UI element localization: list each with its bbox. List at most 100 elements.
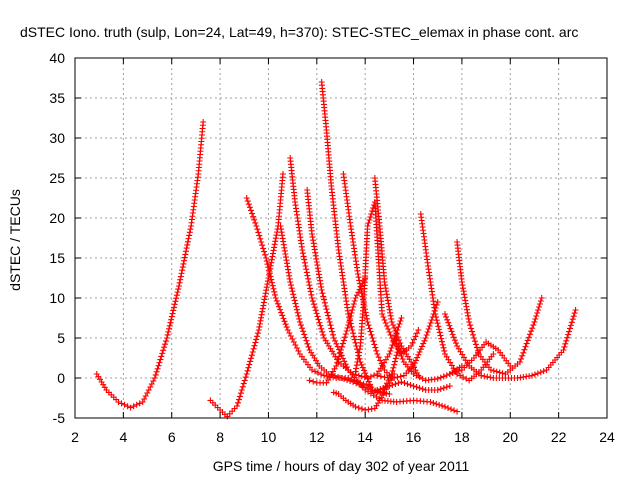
data-point	[355, 352, 362, 359]
data-point	[303, 337, 310, 344]
data-point	[255, 327, 262, 333]
data-point	[368, 384, 375, 391]
data-point	[465, 312, 472, 319]
data-point	[572, 307, 579, 313]
data-point	[337, 350, 344, 357]
data-point	[359, 364, 366, 371]
data-point	[356, 280, 363, 287]
data-point	[184, 241, 191, 248]
data-point	[397, 318, 404, 324]
x-tick-label: 6	[168, 429, 176, 445]
data-point	[387, 332, 394, 338]
data-point	[463, 375, 470, 382]
data-point	[306, 377, 313, 384]
data-point	[461, 294, 468, 301]
data-point	[302, 263, 309, 269]
data-point	[416, 385, 423, 391]
data-point	[448, 328, 455, 335]
data-point	[272, 238, 279, 245]
data-point	[388, 345, 395, 351]
data-point	[363, 312, 370, 319]
data-point	[301, 256, 308, 263]
data-point	[391, 335, 398, 341]
data-point	[329, 328, 336, 335]
series-4	[277, 223, 393, 397]
data-point	[262, 293, 269, 300]
data-point	[245, 201, 252, 208]
data-point	[560, 347, 567, 353]
data-point	[471, 338, 478, 345]
data-point	[246, 204, 253, 211]
data-point	[234, 403, 241, 409]
data-point	[434, 299, 441, 305]
data-point	[427, 320, 434, 326]
data-point	[175, 286, 182, 293]
data-point	[356, 346, 363, 353]
data-point	[383, 323, 390, 329]
data-point	[291, 297, 298, 304]
data-point	[264, 278, 271, 285]
data-point	[164, 331, 171, 338]
data-point	[466, 319, 473, 325]
data-point	[368, 331, 375, 338]
data-point	[381, 279, 388, 285]
data-point	[389, 367, 396, 374]
data-point	[238, 387, 245, 393]
data-point	[136, 400, 143, 407]
data-point	[410, 363, 417, 369]
x-tick-label: 10	[261, 429, 277, 445]
x-tick-label: 4	[119, 429, 127, 445]
data-point	[410, 371, 417, 377]
data-point	[362, 370, 369, 377]
data-point	[179, 267, 186, 274]
data-point	[261, 248, 268, 255]
data-point	[338, 343, 345, 350]
data-point	[308, 291, 315, 298]
data-point	[257, 317, 264, 324]
data-point	[254, 226, 261, 233]
y-tick-label: 30	[49, 130, 65, 146]
data-point	[386, 306, 393, 313]
data-point	[465, 315, 472, 322]
data-point	[439, 402, 446, 409]
data-point	[378, 360, 385, 367]
data-point	[274, 300, 281, 307]
data-point	[268, 256, 275, 263]
data-point	[423, 332, 430, 338]
data-point	[121, 401, 128, 408]
data-point	[432, 311, 439, 317]
data-point	[344, 325, 351, 331]
data-point	[299, 325, 306, 332]
data-point	[343, 364, 350, 371]
data-point	[248, 352, 255, 359]
data-point	[320, 293, 327, 300]
data-point	[281, 318, 288, 325]
data-point	[347, 313, 354, 319]
data-point	[373, 347, 380, 354]
data-point	[461, 291, 468, 298]
data-point	[369, 208, 376, 214]
data-point	[177, 276, 184, 283]
data-point	[449, 331, 456, 338]
data-point	[428, 317, 435, 323]
data-point	[434, 387, 441, 393]
data-point	[162, 338, 169, 345]
data-point	[322, 303, 329, 309]
data-point	[257, 235, 264, 242]
data-point	[412, 333, 419, 340]
data-point	[390, 364, 397, 371]
data-point	[454, 408, 461, 415]
data-point	[440, 373, 447, 380]
data-point	[307, 288, 314, 295]
series-10	[340, 171, 395, 381]
data-point	[525, 334, 532, 341]
data-point	[391, 325, 398, 331]
data-point	[387, 312, 394, 319]
data-point	[394, 374, 401, 381]
data-point	[254, 330, 261, 337]
data-point	[392, 338, 399, 344]
y-tick-label: 0	[57, 370, 65, 386]
data-point	[266, 267, 273, 274]
data-point	[141, 396, 148, 402]
data-point	[263, 287, 270, 294]
